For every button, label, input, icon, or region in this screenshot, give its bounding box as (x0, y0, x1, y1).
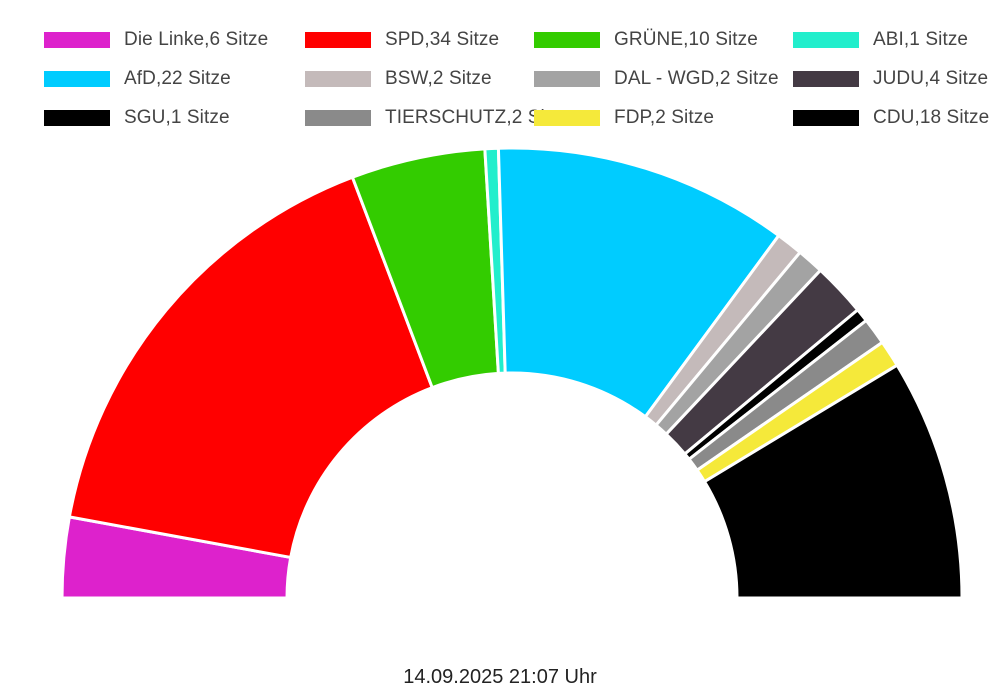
hemicycle-segment[interactable] (496, 146, 781, 419)
legend-label: DAL - WGD,2 Sitze (614, 68, 779, 89)
legend-swatch (44, 71, 110, 87)
legend-item[interactable]: DAL - WGD,2 Sitze (534, 67, 779, 91)
hemicycle-segment[interactable] (702, 363, 964, 600)
legend-swatch (534, 71, 600, 87)
legend-item[interactable]: FDP,2 Sitze (534, 106, 714, 130)
legend-swatch (534, 110, 600, 126)
legend-swatch (305, 32, 371, 48)
timestamp: 14.09.2025 21:07 Uhr (403, 666, 597, 688)
legend: Die Linke,6 Sitze SPD,34 Sitze GRÜNE,10 Si… (0, 0, 1000, 140)
legend-label: FDP,2 Sitze (614, 107, 715, 128)
legend-label: AfD,22 Sitze (124, 68, 231, 89)
legend-label: BSW,2 Sitze (385, 68, 492, 89)
legend-item[interactable]: SPD,34 Sitze (305, 28, 499, 52)
legend-item[interactable]: Die Linke,6 Sitze (44, 28, 268, 52)
legend-item[interactable]: TIERSCHUTZ,2 Sitze (305, 106, 571, 130)
legend-label: CDU,18 Sitze (873, 107, 990, 128)
legend-item[interactable]: AfD,22 Sitze (44, 67, 231, 91)
legend-swatch (44, 32, 110, 48)
legend-swatch (793, 110, 859, 126)
legend-item[interactable]: BSW,2 Sitze (305, 67, 492, 91)
legend-swatch (793, 71, 859, 87)
legend-item[interactable]: CDU,18 Sitze (793, 106, 989, 130)
legend-label: ABI,1 Sitze (873, 29, 969, 50)
legend-item[interactable]: GRÜNE,10 Sitze (534, 28, 758, 52)
legend-swatch (793, 32, 859, 48)
legend-label: JUDU,4 Sitze (873, 68, 989, 89)
legend-swatch (305, 71, 371, 87)
legend-label: Die Linke,6 Sitze (124, 29, 269, 50)
legend-label: TIERSCHUTZ,2 Sitze (385, 107, 571, 128)
legend-label: SPD,34 Sitze (385, 29, 500, 50)
legend-item[interactable]: ABI,1 Sitze (793, 28, 968, 52)
legend-label: GRÜNE,10 Sitze (614, 29, 758, 50)
legend-swatch (534, 32, 600, 48)
legend-swatch (44, 110, 110, 126)
legend-label: SGU,1 Sitze (124, 107, 230, 128)
hemicycle-segment[interactable] (67, 175, 435, 560)
legend-item[interactable]: SGU,1 Sitze (44, 106, 230, 130)
legend-item[interactable]: JUDU,4 Sitze (793, 67, 988, 91)
legend-swatch (305, 110, 371, 126)
